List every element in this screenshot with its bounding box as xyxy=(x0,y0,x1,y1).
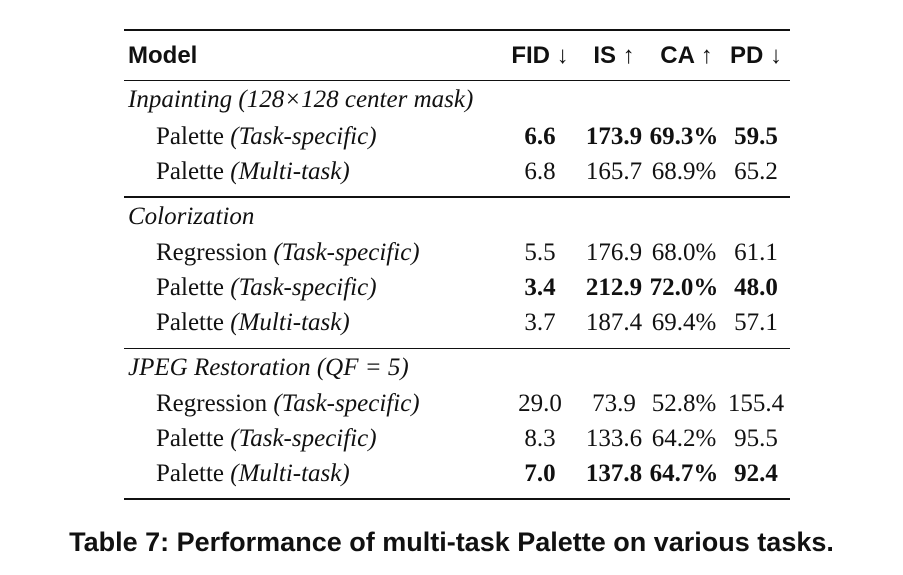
model-cell: Palette (Multi-task) xyxy=(156,460,350,488)
fid-cell: 7.0 xyxy=(524,460,556,488)
is-cell: 187.4 xyxy=(585,309,643,337)
ca-cell: 52.8% xyxy=(651,390,717,418)
table-row: Palette (Multi-task) 7.0 137.8 64.7% 92.… xyxy=(124,457,790,492)
section-title: JPEG Restoration (QF = 5) xyxy=(128,353,409,381)
fid-cell: 6.6 xyxy=(524,122,556,150)
section-rule xyxy=(124,347,790,349)
fid-cell: 6.8 xyxy=(524,157,556,185)
pd-cell: 48.0 xyxy=(734,274,778,302)
is-cell: 165.7 xyxy=(585,157,643,185)
ca-cell: 64.7% xyxy=(649,460,719,488)
ca-cell: 69.4% xyxy=(651,309,717,337)
pd-cell: 95.5 xyxy=(734,425,778,453)
table-row: Regression (Task-specific) 5.5 176.9 68.… xyxy=(124,236,790,271)
fid-cell: 29.0 xyxy=(518,390,562,418)
is-cell: 133.6 xyxy=(585,425,643,453)
table-caption: Table 7: Performance of multi-task Palet… xyxy=(69,527,834,557)
fid-cell: 3.7 xyxy=(524,309,556,337)
model-cell: Palette (Multi-task) xyxy=(156,157,350,185)
section-rule xyxy=(124,196,790,198)
ca-cell: 72.0% xyxy=(649,274,719,302)
table-row: Palette (Task-specific) 6.6 173.9 69.3% … xyxy=(124,119,790,154)
table-row: Regression (Task-specific) 29.0 73.9 52.… xyxy=(124,387,790,422)
section-title-row: JPEG Restoration (QF = 5) xyxy=(124,349,790,387)
header-is: IS ↑ xyxy=(593,41,635,69)
ca-cell: 68.0% xyxy=(651,239,717,267)
model-cell: Regression (Task-specific) xyxy=(156,239,420,267)
header-model: Model xyxy=(128,41,198,69)
is-cell: 137.8 xyxy=(585,460,643,488)
model-cell: Regression (Task-specific) xyxy=(156,390,420,418)
is-cell: 173.9 xyxy=(585,122,643,150)
ca-cell: 69.3% xyxy=(649,122,719,150)
pd-cell: 65.2 xyxy=(734,157,778,185)
is-cell: 176.9 xyxy=(585,239,643,267)
pd-cell: 61.1 xyxy=(734,239,778,267)
pd-cell: 92.4 xyxy=(734,460,778,488)
table-row: Palette (Task-specific) 3.4 212.9 72.0% … xyxy=(124,271,790,306)
pd-cell: 155.4 xyxy=(727,390,785,418)
top-rule xyxy=(124,29,790,31)
section-title-row: Colorization xyxy=(124,198,790,236)
model-cell: Palette (Task-specific) xyxy=(156,425,377,453)
pd-cell: 57.1 xyxy=(734,309,778,337)
header-fid: FID ↓ xyxy=(511,41,569,69)
ca-cell: 68.9% xyxy=(651,157,717,185)
model-cell: Palette (Task-specific) xyxy=(156,274,377,302)
ca-cell: 64.2% xyxy=(651,425,717,453)
model-cell: Palette (Multi-task) xyxy=(156,309,350,337)
table-row: Palette (Task-specific) 8.3 133.6 64.2% … xyxy=(124,422,790,457)
fid-cell: 8.3 xyxy=(524,425,556,453)
table-row: Palette (Multi-task) 6.8 165.7 68.9% 65.… xyxy=(124,154,790,189)
table-row: Palette (Multi-task) 3.7 187.4 69.4% 57.… xyxy=(124,306,790,341)
header-ca: CA ↑ xyxy=(660,41,713,69)
section-title-row: Inpainting (128×128 center mask) xyxy=(124,81,790,119)
bottom-rule xyxy=(124,497,790,500)
header-rule xyxy=(124,80,790,82)
section-title: Inpainting (128×128 center mask) xyxy=(128,86,474,114)
fid-cell: 5.5 xyxy=(524,239,556,267)
fid-cell: 3.4 xyxy=(524,274,556,302)
results-table: Model FID ↓ IS ↑ CA ↑ PD ↓ Inpainting (1… xyxy=(124,29,790,500)
pd-cell: 59.5 xyxy=(734,122,778,150)
is-cell: 212.9 xyxy=(585,274,643,302)
model-cell: Palette (Task-specific) xyxy=(156,122,377,150)
header-pd: PD ↓ xyxy=(729,41,782,69)
is-cell: 73.9 xyxy=(592,390,636,418)
section-title: Colorization xyxy=(128,202,255,230)
header-row: Model FID ↓ IS ↑ CA ↑ PD ↓ xyxy=(124,31,790,80)
